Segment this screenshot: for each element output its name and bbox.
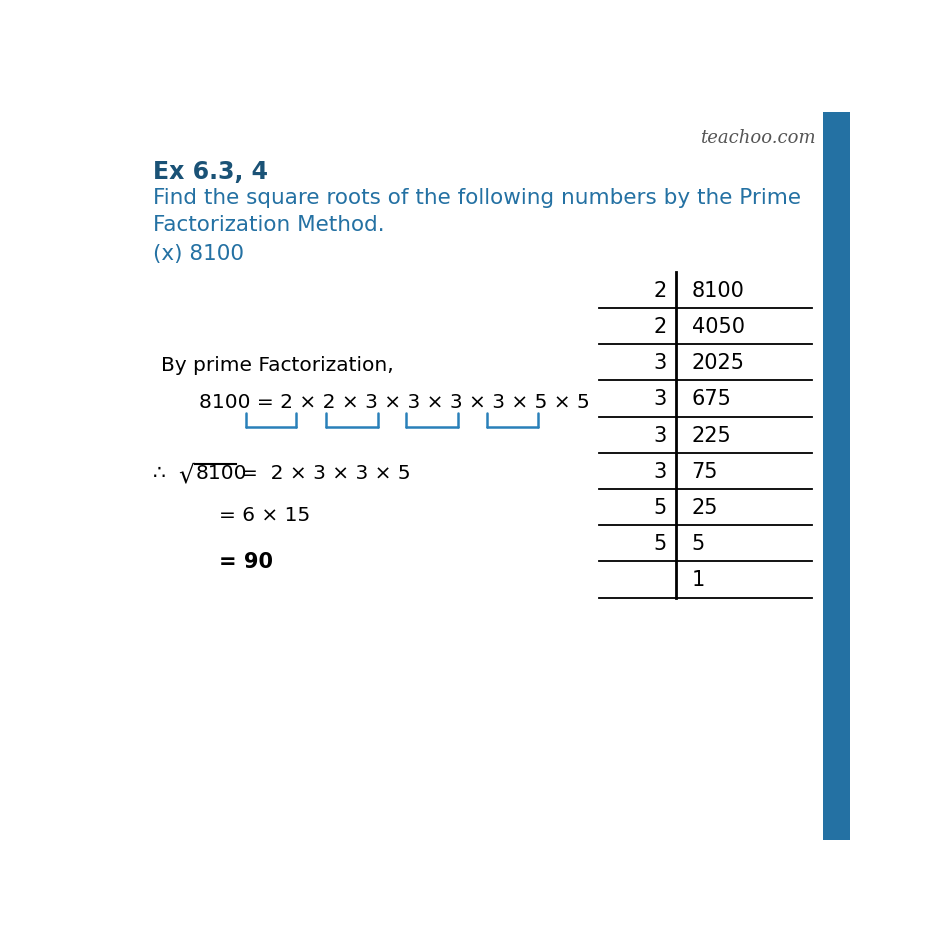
Text: 2025: 2025 <box>691 353 744 373</box>
Text: 2: 2 <box>653 317 666 337</box>
Text: 2: 2 <box>653 280 666 300</box>
Text: 8100: 8100 <box>691 280 744 300</box>
Text: 4050: 4050 <box>691 317 744 337</box>
Text: 3: 3 <box>653 462 666 481</box>
Text: Factorization Method.: Factorization Method. <box>153 215 384 235</box>
Text: √: √ <box>178 464 194 487</box>
Text: 5: 5 <box>691 533 704 553</box>
Text: 8100: 8100 <box>195 464 247 482</box>
Text: 25: 25 <box>691 497 717 517</box>
Text: (x) 8100: (x) 8100 <box>153 244 244 264</box>
Text: 3: 3 <box>653 389 666 409</box>
Text: 675: 675 <box>691 389 731 409</box>
Text: = 90: = 90 <box>219 551 273 572</box>
Text: Find the square roots of the following numbers by the Prime: Find the square roots of the following n… <box>153 188 801 208</box>
Text: 1: 1 <box>691 570 704 590</box>
Text: By prime Factorization,: By prime Factorization, <box>160 356 393 375</box>
Text: 8100 = 2 × 2 × 3 × 3 × 3 × 3 × 5 × 5: 8100 = 2 × 2 × 3 × 3 × 3 × 3 × 5 × 5 <box>199 393 590 412</box>
Text: 75: 75 <box>691 462 717 481</box>
Text: 3: 3 <box>653 353 666 373</box>
Text: Ex 6.3, 4: Ex 6.3, 4 <box>153 160 268 183</box>
Text: = 6 × 15: = 6 × 15 <box>219 506 310 525</box>
Text: =  2 × 3 × 3 × 5: = 2 × 3 × 3 × 5 <box>241 464 410 482</box>
Text: teachoo.com: teachoo.com <box>700 128 815 146</box>
Text: ∴: ∴ <box>153 464 165 482</box>
Text: 5: 5 <box>653 533 666 553</box>
Text: 3: 3 <box>653 425 666 446</box>
Bar <box>822 113 850 840</box>
Text: 225: 225 <box>691 425 731 446</box>
Text: 5: 5 <box>653 497 666 517</box>
